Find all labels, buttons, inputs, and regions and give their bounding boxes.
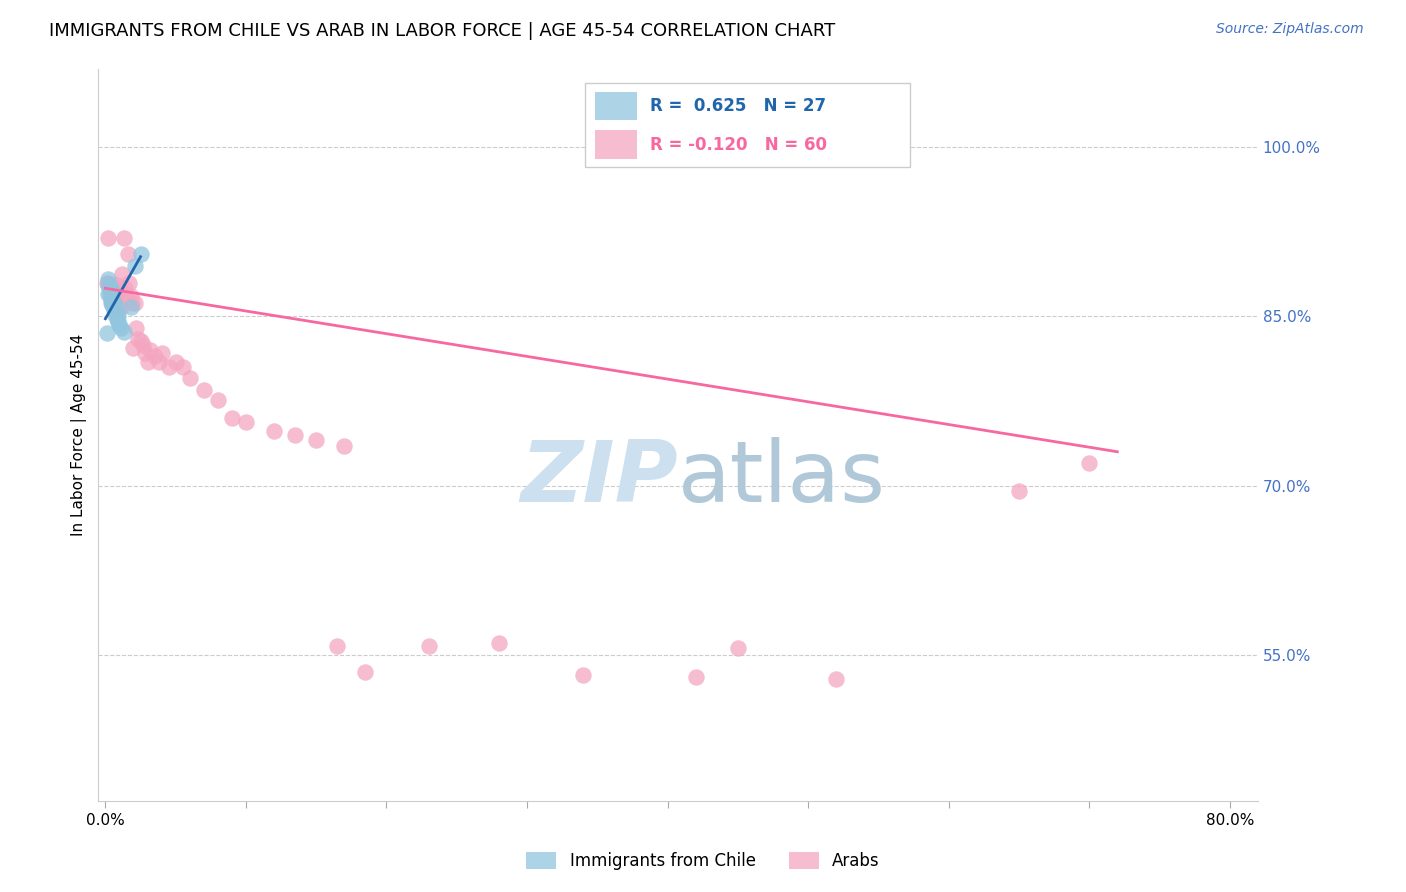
Point [129, 247, 152, 261]
Point [98, 277, 121, 292]
Point [488, 636, 510, 650]
Point [101, 298, 124, 312]
Point [104, 302, 127, 317]
Point [124, 296, 146, 310]
Point [120, 289, 142, 303]
Point [121, 296, 143, 310]
Point [96, 276, 118, 290]
Point [284, 427, 307, 442]
Point [418, 639, 440, 653]
Point [107, 315, 129, 329]
Point [101, 292, 124, 306]
Point [101, 277, 124, 292]
Text: Source: ZipAtlas.com: Source: ZipAtlas.com [1216, 22, 1364, 37]
Point [165, 354, 187, 368]
Point [727, 640, 749, 655]
Point [104, 281, 127, 295]
Point [122, 341, 145, 355]
Legend: Immigrants from Chile, Arabs: Immigrants from Chile, Arabs [520, 845, 886, 877]
Point [221, 411, 243, 425]
Point [235, 416, 257, 430]
Point [134, 345, 156, 359]
Point [98, 280, 121, 294]
Point [104, 289, 127, 303]
Point [179, 371, 201, 385]
Point [97, 230, 120, 244]
Point [125, 320, 148, 334]
Point [108, 318, 131, 333]
Point [97, 277, 120, 292]
Point [97, 276, 120, 290]
Point [143, 349, 166, 363]
Point [263, 425, 285, 439]
Point [100, 287, 122, 301]
Point [101, 296, 124, 310]
Point [105, 311, 128, 326]
Point [107, 296, 129, 310]
Point [1008, 484, 1031, 499]
Point [98, 281, 121, 295]
Point [98, 288, 121, 302]
Point [104, 298, 127, 312]
Point [103, 296, 125, 310]
Point [98, 285, 121, 299]
Point [148, 354, 170, 368]
Point [105, 285, 128, 299]
Point [305, 434, 328, 448]
Point [110, 320, 132, 334]
Point [105, 306, 128, 320]
Point [101, 293, 124, 307]
Point [108, 298, 131, 312]
Point [326, 639, 349, 653]
Text: ZIP: ZIP [520, 437, 678, 520]
Text: atlas: atlas [678, 437, 886, 520]
Text: IMMIGRANTS FROM CHILE VS ARAB IN LABOR FORCE | AGE 45-54 CORRELATION CHART: IMMIGRANTS FROM CHILE VS ARAB IN LABOR F… [49, 22, 835, 40]
Point [103, 302, 125, 317]
Point [118, 276, 141, 290]
Point [110, 301, 132, 315]
Point [111, 267, 134, 281]
Point [107, 287, 129, 301]
Point [104, 309, 127, 323]
Point [107, 310, 129, 324]
Point [572, 668, 595, 682]
Point [157, 360, 180, 375]
Point [333, 439, 356, 453]
Point [139, 343, 162, 358]
Y-axis label: In Labor Force | Age 45-54: In Labor Force | Age 45-54 [72, 334, 87, 536]
Point [97, 287, 120, 301]
Point [114, 281, 136, 295]
Point [172, 360, 194, 375]
Point [115, 287, 138, 301]
Point [685, 670, 707, 684]
Point [193, 383, 215, 397]
Point [105, 277, 128, 292]
Point [124, 259, 146, 273]
Point [129, 334, 152, 349]
Point [117, 247, 139, 261]
Point [97, 272, 120, 286]
Point [96, 326, 118, 341]
Point [112, 230, 135, 244]
Point [112, 325, 135, 339]
Point [132, 337, 155, 351]
Point [103, 301, 125, 315]
Point [150, 345, 173, 359]
Point [354, 665, 377, 679]
Point [120, 301, 142, 315]
Point [136, 354, 159, 368]
Point [100, 296, 122, 310]
Point [127, 332, 149, 346]
Point [825, 673, 848, 687]
Point [207, 392, 229, 407]
Point [100, 293, 122, 307]
Point [100, 281, 122, 295]
Point [1078, 456, 1101, 470]
